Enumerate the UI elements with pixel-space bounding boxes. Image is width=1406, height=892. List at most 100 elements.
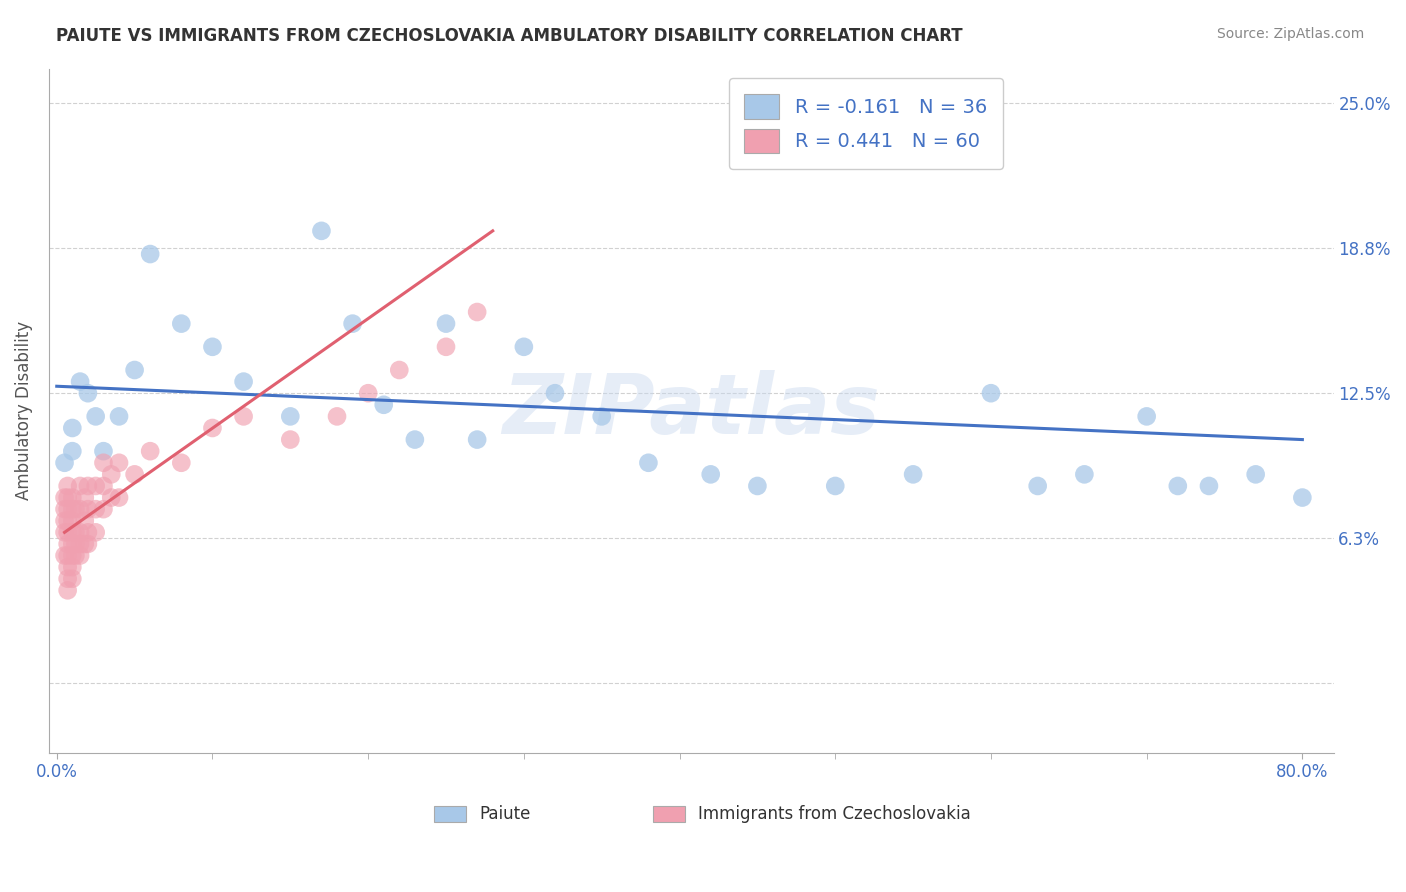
Text: PAIUTE VS IMMIGRANTS FROM CZECHOSLOVAKIA AMBULATORY DISABILITY CORRELATION CHART: PAIUTE VS IMMIGRANTS FROM CZECHOSLOVAKIA… (56, 27, 963, 45)
Point (108, 456, 131, 470)
Point (342, 317, 364, 331)
Point (108, 491, 131, 505)
Point (108, 409, 131, 424)
Text: Paiute: Paiute (479, 805, 530, 823)
Point (53, 525, 76, 540)
Point (84, 525, 107, 540)
Point (465, 433, 488, 447)
Point (278, 433, 301, 447)
Point (60, 560, 83, 574)
Point (60, 421, 83, 435)
Point (434, 340, 457, 354)
Point (60, 537, 83, 551)
Point (100, 467, 122, 482)
Point (170, 317, 193, 331)
Point (77, 537, 100, 551)
Point (139, 247, 162, 261)
Point (77, 386, 100, 401)
Point (56, 549, 79, 563)
Point (77, 479, 100, 493)
Point (1198, 479, 1220, 493)
Point (69, 375, 91, 389)
Point (65, 525, 87, 540)
Point (73, 491, 96, 505)
Point (434, 317, 457, 331)
Point (53, 502, 76, 516)
Point (373, 398, 395, 412)
Point (93, 502, 115, 516)
Point (56, 514, 79, 528)
Point (60, 525, 83, 540)
Point (56, 479, 79, 493)
Point (60, 444, 83, 458)
Point (747, 479, 769, 493)
Point (84, 479, 107, 493)
Y-axis label: Ambulatory Disability: Ambulatory Disability (15, 321, 32, 500)
Point (60, 572, 83, 586)
Point (1291, 491, 1313, 505)
Text: Immigrants from Czechoslovakia: Immigrants from Czechoslovakia (697, 805, 970, 823)
Point (60, 549, 83, 563)
Point (388, 363, 411, 377)
Point (84, 409, 107, 424)
Point (124, 467, 146, 482)
Point (77, 502, 100, 516)
Point (824, 479, 846, 493)
Point (357, 386, 380, 401)
Point (980, 386, 1002, 401)
Point (60, 502, 83, 516)
Point (53, 514, 76, 528)
Point (84, 502, 107, 516)
Point (53, 549, 76, 563)
Point (326, 409, 349, 424)
Point (69, 537, 91, 551)
Point (69, 479, 91, 493)
FancyBboxPatch shape (434, 806, 467, 822)
Point (73, 514, 96, 528)
Point (544, 386, 567, 401)
Point (56, 525, 79, 540)
Point (124, 363, 146, 377)
Point (1167, 479, 1189, 493)
Point (69, 502, 91, 516)
Point (56, 583, 79, 598)
Point (699, 467, 721, 482)
Point (311, 224, 333, 238)
Point (56, 491, 79, 505)
Point (1136, 409, 1159, 424)
Point (93, 444, 115, 458)
Point (65, 549, 87, 563)
Point (69, 549, 91, 563)
Point (513, 340, 536, 354)
Point (201, 421, 224, 435)
Legend: R = -0.161   N = 36, R = 0.441   N = 60: R = -0.161 N = 36, R = 0.441 N = 60 (728, 78, 1002, 169)
Point (60, 491, 83, 505)
Point (591, 409, 613, 424)
Point (139, 444, 162, 458)
Point (232, 375, 254, 389)
Point (60, 514, 83, 528)
Point (170, 456, 193, 470)
Point (637, 456, 659, 470)
Point (100, 491, 122, 505)
Point (278, 409, 301, 424)
Point (1073, 467, 1095, 482)
Text: ZIPatlas: ZIPatlas (502, 370, 880, 451)
Point (53, 491, 76, 505)
Point (56, 537, 79, 551)
Point (65, 502, 87, 516)
Point (1244, 467, 1267, 482)
Point (93, 456, 115, 470)
Point (232, 409, 254, 424)
Point (201, 340, 224, 354)
Point (53, 456, 76, 470)
Point (56, 560, 79, 574)
Text: Source: ZipAtlas.com: Source: ZipAtlas.com (1216, 27, 1364, 41)
Point (69, 525, 91, 540)
Point (1026, 479, 1049, 493)
Point (93, 479, 115, 493)
Point (56, 502, 79, 516)
FancyBboxPatch shape (652, 806, 685, 822)
Point (65, 537, 87, 551)
Point (901, 467, 924, 482)
